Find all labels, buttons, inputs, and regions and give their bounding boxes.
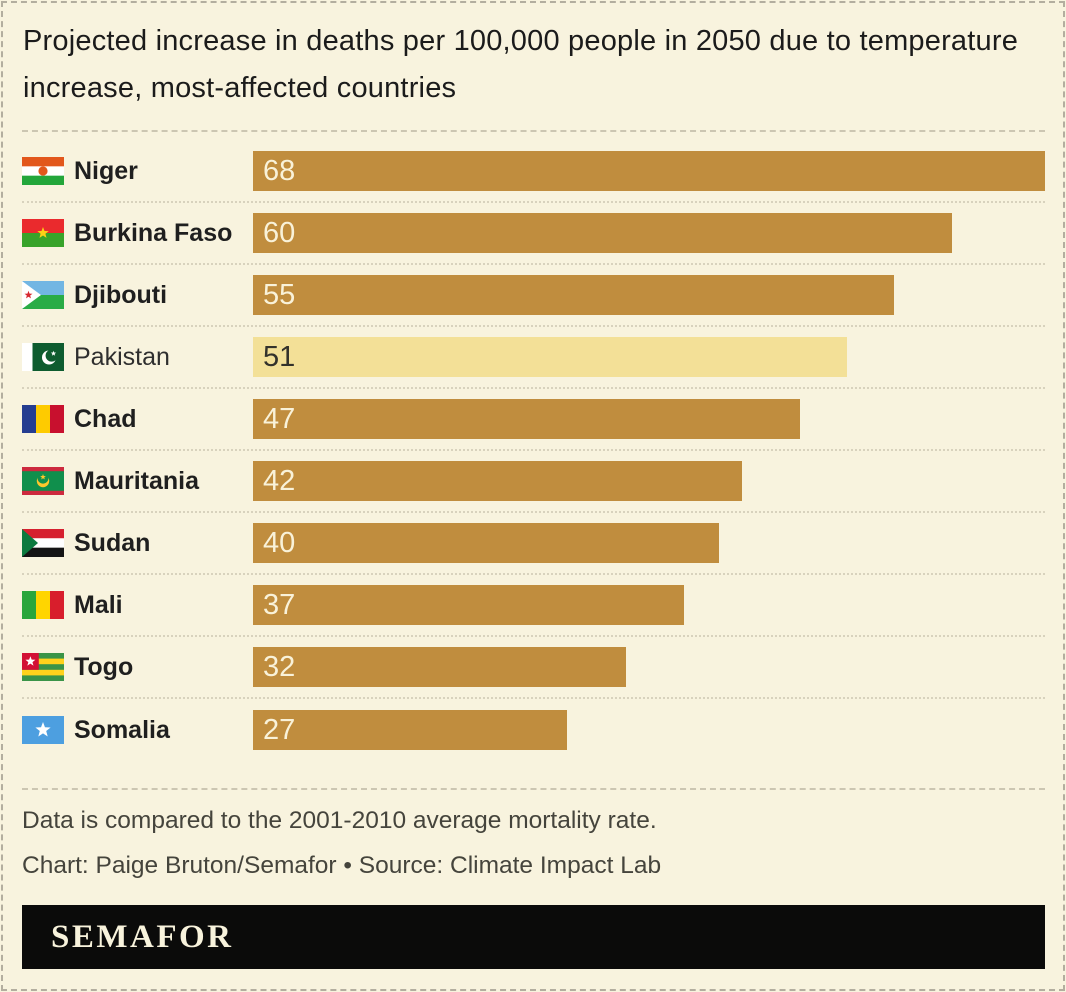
djibouti-flag-icon: [22, 281, 64, 309]
bar-track: 60: [253, 213, 1045, 253]
country-label: Togo: [74, 652, 134, 681]
table-row: Somalia 27: [22, 699, 1045, 761]
bar: 27: [253, 710, 568, 750]
chart-card: Projected increase in deaths per 100,000…: [22, 25, 1045, 969]
bar-track: 32: [253, 647, 1045, 687]
country-cell: Chad: [22, 405, 253, 434]
bar-track: 40: [253, 523, 1045, 563]
bar-track: 27: [253, 710, 1045, 750]
table-row: Togo 32: [22, 637, 1045, 699]
country-label: Djibouti: [74, 280, 168, 309]
page-title: Projected increase in deaths per 100,000…: [23, 25, 1019, 104]
bar-value-label: 32: [263, 650, 296, 683]
country-cell: Pakistan: [22, 343, 253, 372]
bar-value-label: 37: [263, 588, 296, 621]
table-row: Pakistan 51: [22, 327, 1045, 389]
somalia-flag-icon: [22, 716, 64, 744]
country-label: Sudan: [74, 528, 151, 557]
country-cell: Somalia: [22, 716, 253, 745]
bar-track: 55: [253, 275, 1045, 315]
country-label: Mauritania: [74, 466, 200, 495]
bar: 47: [253, 399, 801, 439]
bar-value-label: 47: [263, 402, 296, 435]
mali-flag-icon: [22, 591, 64, 619]
bar: 40: [253, 523, 719, 563]
table-row: Djibouti 55: [22, 265, 1045, 327]
bar-track: 68: [253, 151, 1045, 191]
chart-credit: Chart: Paige Bruton/Semafor • Source: Cl…: [22, 852, 662, 879]
bar-value-label: 42: [263, 464, 296, 497]
sudan-flag-icon: [22, 529, 64, 557]
niger-flag-icon: [22, 157, 64, 185]
togo-flag-icon: [22, 653, 64, 681]
bar-track: 47: [253, 399, 1045, 439]
chart-rows: Niger 68 Burkina Faso 60 Djibouti 55: [22, 141, 1045, 761]
bar-track: 37: [253, 585, 1045, 625]
bar-value-label: 51: [263, 340, 296, 373]
bar: 51: [253, 337, 847, 377]
burkina-faso-flag-icon: [22, 219, 64, 247]
bar-value-label: 27: [263, 713, 296, 746]
pakistan-flag-icon: [22, 343, 64, 371]
country-label: Burkina Faso: [74, 218, 233, 247]
bar-value-label: 40: [263, 526, 296, 559]
country-label: Chad: [74, 404, 137, 433]
country-label: Pakistan: [74, 342, 170, 371]
bar: 55: [253, 275, 894, 315]
table-row: Burkina Faso 60: [22, 203, 1045, 265]
country-cell: Mauritania: [22, 467, 253, 496]
bar-value-label: 55: [263, 278, 296, 311]
country-label: Niger: [74, 156, 138, 185]
chart-note: Data is compared to the 2001-2010 averag…: [22, 807, 657, 834]
country-cell: Togo: [22, 653, 253, 682]
bar-value-label: 68: [263, 154, 296, 187]
chad-flag-icon: [22, 405, 64, 433]
table-row: Niger 68: [22, 141, 1045, 203]
footer-divider: [22, 788, 1045, 790]
bar: 32: [253, 647, 626, 687]
bar-track: 51: [253, 337, 1045, 377]
country-cell: Sudan: [22, 529, 253, 558]
country-label: Somalia: [74, 715, 170, 744]
country-cell: Burkina Faso: [22, 219, 253, 248]
country-cell: Niger: [22, 157, 253, 186]
bar-value-label: 60: [263, 216, 296, 249]
mauritania-flag-icon: [22, 467, 64, 495]
title-divider: [22, 130, 1045, 132]
semafor-logo: SEMAFOR: [51, 918, 234, 955]
country-cell: Mali: [22, 591, 253, 620]
table-row: Chad 47: [22, 389, 1045, 451]
country-cell: Djibouti: [22, 281, 253, 310]
bar: 60: [253, 213, 952, 253]
table-row: Mauritania 42: [22, 451, 1045, 513]
bar: 37: [253, 585, 684, 625]
bar: 42: [253, 461, 743, 501]
country-label: Mali: [74, 590, 123, 619]
bar: 68: [253, 151, 1045, 191]
table-row: Sudan 40: [22, 513, 1045, 575]
semafor-logo-bar: SEMAFOR: [22, 905, 1045, 969]
table-row: Mali 37: [22, 575, 1045, 637]
bar-track: 42: [253, 461, 1045, 501]
